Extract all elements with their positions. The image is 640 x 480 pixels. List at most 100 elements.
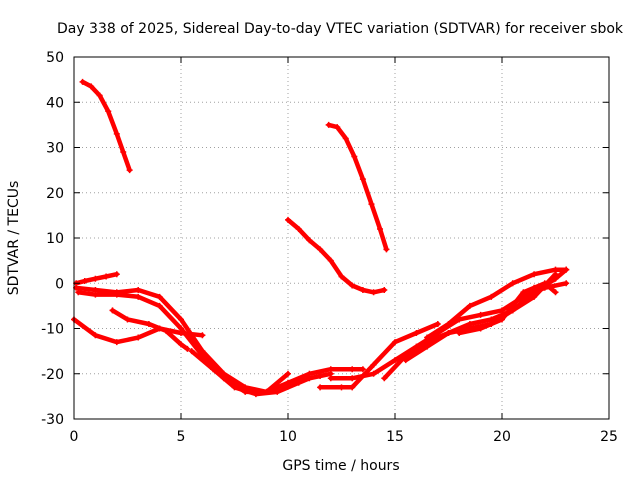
data-point	[105, 108, 112, 115]
data-point	[210, 366, 217, 373]
data-traces	[71, 78, 570, 398]
data-point	[163, 327, 170, 334]
grid	[74, 57, 609, 419]
data-point	[103, 273, 110, 280]
y-tick-label: 10	[46, 231, 64, 247]
data-point	[295, 225, 302, 232]
x-axis-label: GPS time / hours	[282, 458, 399, 474]
x-tick-label: 20	[493, 429, 511, 445]
data-point	[199, 348, 206, 355]
data-point	[552, 266, 559, 273]
data-point	[92, 275, 99, 282]
data-point	[334, 124, 341, 131]
chart-title: Day 338 of 2025, Sidereal Day-to-day VTE…	[57, 21, 624, 37]
data-point	[424, 334, 431, 341]
data-point	[184, 345, 191, 352]
data-point	[381, 287, 388, 294]
data-point	[178, 316, 184, 323]
data-point	[349, 375, 356, 382]
data-point	[342, 135, 349, 142]
y-tick-label: 20	[46, 186, 64, 202]
data-point	[295, 379, 302, 386]
data-point	[156, 302, 163, 309]
data-point	[541, 280, 548, 287]
data-point	[92, 287, 99, 294]
data-point	[552, 289, 559, 296]
data-point	[109, 307, 116, 314]
data-point	[509, 302, 516, 309]
data-point	[456, 330, 463, 337]
data-point	[466, 320, 473, 327]
data-point	[563, 280, 570, 287]
data-point	[509, 280, 516, 287]
data-point	[156, 293, 163, 300]
data-point	[520, 289, 527, 296]
data-point	[231, 384, 238, 391]
data-point	[327, 257, 334, 264]
series-arc-2	[285, 217, 387, 295]
data-point	[188, 348, 195, 355]
data-point	[552, 275, 559, 282]
y-tick-label: -20	[41, 367, 64, 383]
data-point	[351, 153, 358, 160]
data-point	[285, 216, 291, 223]
data-point	[79, 78, 86, 85]
data-point	[424, 343, 431, 350]
data-point	[252, 391, 259, 398]
data-point	[531, 284, 538, 291]
data-point	[306, 237, 313, 244]
data-point	[135, 334, 142, 341]
data-point	[445, 330, 452, 337]
data-point	[477, 311, 484, 318]
x-axis: 0 5 10 15 20 25	[70, 57, 618, 445]
data-point	[317, 246, 324, 253]
data-point	[466, 302, 473, 309]
data-point	[531, 271, 538, 278]
data-point	[113, 339, 120, 346]
data-point	[120, 149, 127, 156]
data-point	[199, 332, 206, 339]
data-point	[413, 330, 420, 337]
data-point	[178, 341, 184, 348]
data-point	[392, 357, 398, 364]
series-arc-1	[80, 79, 132, 173]
x-tick-label: 5	[177, 429, 186, 445]
data-point	[327, 375, 334, 382]
data-point	[488, 316, 495, 323]
data-point	[359, 176, 366, 183]
data-point	[126, 167, 133, 174]
data-point	[370, 289, 377, 296]
data-point	[359, 287, 366, 294]
data-point	[124, 316, 131, 323]
data-point	[325, 121, 332, 128]
y-tick-label: 0	[55, 276, 64, 292]
data-point	[274, 388, 281, 395]
data-point	[381, 375, 388, 382]
data-point	[96, 92, 103, 99]
data-point	[81, 277, 88, 284]
data-point	[368, 201, 375, 208]
y-tick-label: 30	[46, 141, 64, 157]
data-point	[499, 316, 505, 323]
data-point	[178, 330, 184, 337]
data-point	[392, 339, 398, 346]
y-axis: -30 -20 -10 0 10 20 30 40 50	[41, 50, 609, 428]
data-point	[285, 370, 291, 377]
data-point	[113, 271, 120, 278]
y-tick-label: -30	[41, 412, 64, 428]
data-point	[477, 325, 484, 332]
data-point	[370, 361, 377, 368]
data-point	[145, 320, 152, 327]
data-point	[349, 366, 356, 373]
y-axis-label: SDTVAR / TECUs	[6, 181, 22, 296]
data-point	[135, 293, 142, 300]
series-arc-3	[326, 122, 389, 252]
data-point	[113, 130, 120, 137]
data-point	[499, 307, 505, 314]
data-point	[88, 83, 95, 90]
x-tick-label: 10	[279, 429, 297, 445]
data-point	[338, 273, 345, 280]
data-point	[285, 379, 291, 386]
data-point	[383, 246, 390, 253]
